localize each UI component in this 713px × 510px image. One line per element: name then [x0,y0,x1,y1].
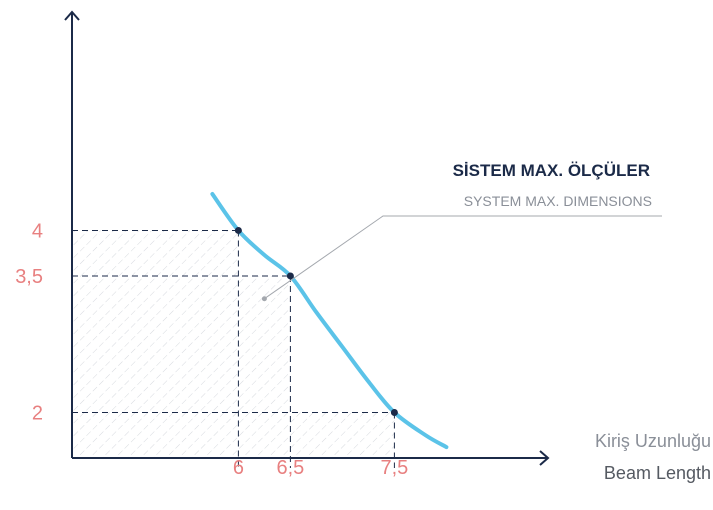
annotation-leader-line [264,215,662,300]
x-tick-label: 6 [233,457,244,479]
data-point [286,272,294,280]
x-tick-label: 6,5 [276,457,304,479]
x-axis-arrow-icon [539,450,550,466]
x-axis-title-secondary: Beam Length [604,463,711,483]
data-point [234,226,242,234]
limit-curve [210,192,449,450]
y-tick-label: 2 [32,402,43,424]
x-tick-label: 7,5 [380,457,408,479]
y-tick-label: 3,5 [15,266,43,288]
annotation-title: SİSTEM MAX. ÖLÇÜLER [453,161,650,180]
hatched-area [72,230,395,458]
data-point [390,408,398,416]
x-axis-title: Kiriş Uzunluğu [595,431,711,451]
annotation-pointer-dot [261,296,267,302]
y-tick-label: 4 [32,220,43,242]
y-axis-arrow-icon [64,10,80,21]
annotation-subtitle: SYSTEM MAX. DIMENSIONS [464,193,652,209]
